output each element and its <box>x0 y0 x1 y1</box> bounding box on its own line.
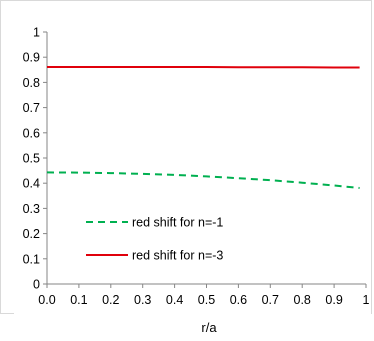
x-tick-label: 0.9 <box>325 293 342 307</box>
y-tick-label: 0.1 <box>23 252 40 266</box>
x-tick-label: 0.5 <box>198 293 215 307</box>
y-tick-label: 0.3 <box>23 202 40 216</box>
y-tick-label: 0.5 <box>23 152 40 166</box>
axes <box>46 32 366 285</box>
legend-label-1: red shift for n=-1 <box>132 216 223 230</box>
series-layer <box>46 66 360 189</box>
x-axis-ticks: 0.0 0.1 0.2 0.3 0.4 0.5 0.6 0.7 0.8 0.9 1 <box>38 284 370 307</box>
y-axis-ticks: 0 0.1 0.2 0.3 0.4 0.5 0.6 0.7 0.8 0.9 1 <box>23 26 47 292</box>
series-line-2 <box>47 66 360 69</box>
y-tick-label: 0.7 <box>23 101 40 115</box>
y-tick-label: 0.4 <box>23 177 40 191</box>
x-tick-label: 0.3 <box>134 293 151 307</box>
legend-label-2: red shift for n=-3 <box>132 249 223 263</box>
y-tick-label: 0 <box>33 278 40 292</box>
series-line-1 <box>46 171 360 189</box>
x-tick-label: 0.6 <box>230 293 247 307</box>
y-tick-label: 1 <box>33 26 40 40</box>
x-tick-label: 0.7 <box>262 293 279 307</box>
y-tick-label: 0.6 <box>23 126 40 140</box>
x-tick-label: 1 <box>363 293 370 307</box>
y-tick-label: 0.9 <box>23 51 40 65</box>
x-tick-label: 0.2 <box>102 293 119 307</box>
legend: red shift for n=-1 red shift for n=-3 <box>86 216 223 263</box>
frame-right-border <box>371 0 372 314</box>
x-tick-label: 0.8 <box>294 293 311 307</box>
x-tick-label: 0.4 <box>166 293 183 307</box>
frame-bottom-border-left <box>0 313 14 314</box>
x-axis-label: r/a <box>201 320 217 335</box>
y-tick-label: 0.2 <box>23 227 40 241</box>
y-tick-label: 0.8 <box>23 76 40 90</box>
x-tick-label: 0.0 <box>38 293 55 307</box>
x-tick-label: 0.1 <box>70 293 87 307</box>
frame-top-border <box>0 0 372 1</box>
frame-left-border <box>0 0 1 314</box>
